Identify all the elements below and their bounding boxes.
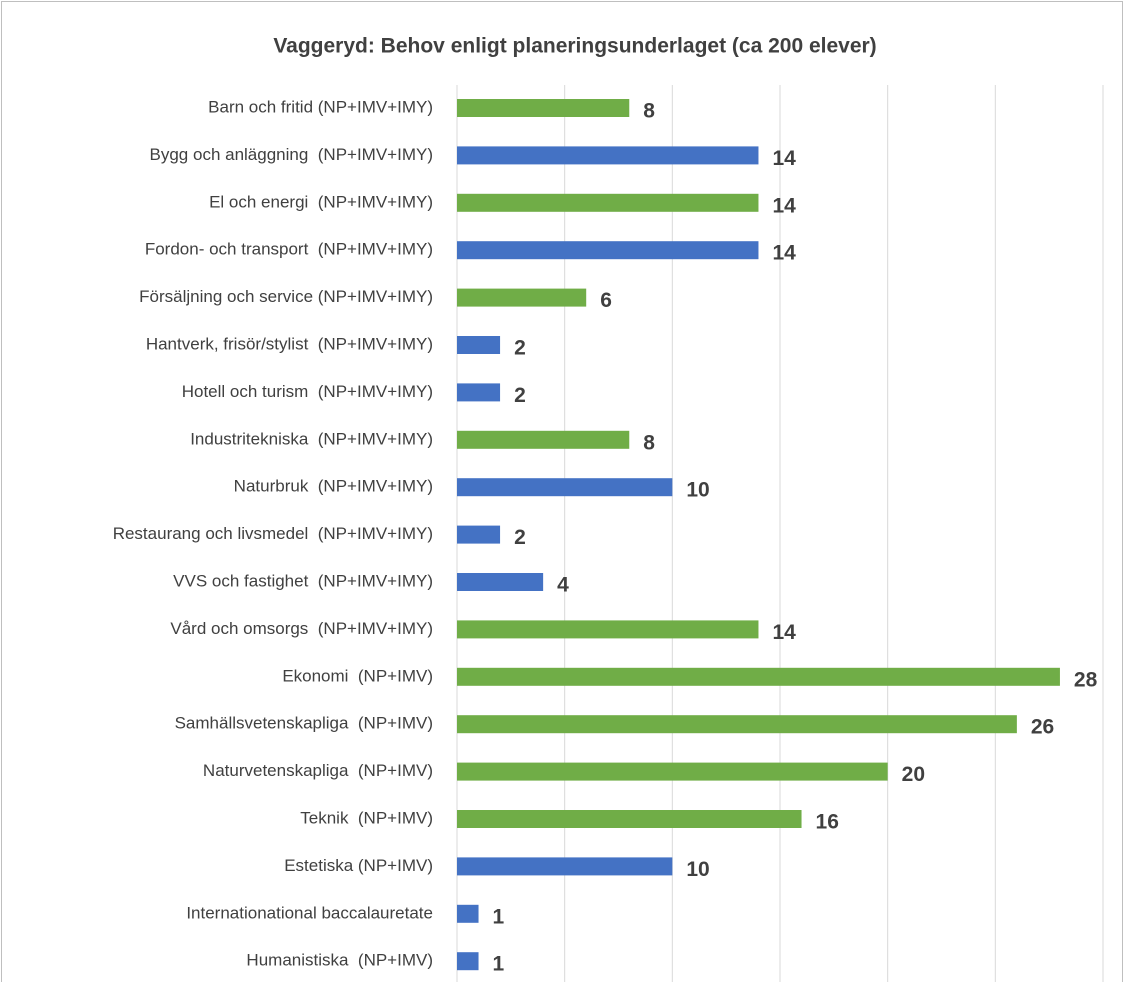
data-label: 8 xyxy=(643,431,655,454)
data-label: 10 xyxy=(686,479,709,502)
y-tick-label: Internationational baccalauretate xyxy=(186,903,433,922)
bar xyxy=(457,904,479,923)
bar xyxy=(457,336,501,354)
bar xyxy=(457,715,1017,734)
y-tick-label: El och energi (NP+IMV+IMY) xyxy=(209,192,433,211)
y-tick-label: Humanistiska (NP+IMV) xyxy=(246,951,433,970)
y-tick-label: Teknik (NP+IMV) xyxy=(300,808,433,827)
y-tick-label: Naturbruk (NP+IMV+IMY) xyxy=(234,477,433,496)
bar xyxy=(457,525,501,544)
data-label: 20 xyxy=(902,763,925,786)
data-label: 1 xyxy=(493,953,505,976)
bar xyxy=(457,383,501,402)
y-tick-label: Hantverk, frisör/stylist (NP+IMV+IMY) xyxy=(146,334,433,353)
bar xyxy=(457,288,587,307)
y-tick-label: Samhällsvetenskapliga (NP+IMV) xyxy=(175,714,433,733)
bar xyxy=(457,241,759,260)
bar xyxy=(457,146,759,165)
data-label: 8 xyxy=(643,100,655,123)
bar xyxy=(457,857,673,876)
y-tick-label: Fordon- och transport (NP+IMV+IMY) xyxy=(145,240,433,259)
bar xyxy=(457,952,479,971)
y-tick-label: Försäljning och service (NP+IMV+IMY) xyxy=(139,287,433,306)
y-tick-label: Estetiska (NP+IMV) xyxy=(284,856,433,875)
data-label: 26 xyxy=(1031,716,1054,739)
data-label: 14 xyxy=(772,147,796,170)
bar xyxy=(457,573,544,591)
data-label: 16 xyxy=(816,811,839,834)
y-tick-label: Ekonomi (NP+IMV) xyxy=(282,666,433,685)
bar xyxy=(457,620,759,639)
bar xyxy=(457,667,1060,686)
data-label: 14 xyxy=(772,242,796,265)
y-tick-label: Barn och fritid (NP+IMV+IMY) xyxy=(208,97,433,116)
y-tick-label: Bygg och anläggning (NP+IMV+IMY) xyxy=(150,145,433,164)
bar xyxy=(457,430,630,449)
bar xyxy=(457,478,673,497)
data-label: 1 xyxy=(493,905,505,928)
y-tick-label: Vård och omsorgs (NP+IMV+IMY) xyxy=(170,619,433,638)
chart-title: Vaggeryd: Behov enligt planeringsunderla… xyxy=(273,35,876,58)
data-label: 2 xyxy=(514,526,526,549)
data-label: 6 xyxy=(600,289,612,312)
data-label: 4 xyxy=(557,574,569,597)
data-label: 28 xyxy=(1074,668,1098,691)
y-tick-label: Industritekniska (NP+IMV+IMY) xyxy=(190,429,433,448)
y-tick-label: Naturvetenskapliga (NP+IMV) xyxy=(203,761,433,780)
data-label: 2 xyxy=(514,384,526,407)
y-tick-label: Hotell och turism (NP+IMV+IMY) xyxy=(182,382,433,401)
data-label: 10 xyxy=(686,858,709,881)
y-tick-label: Restaurang och livsmedel (NP+IMV+IMY) xyxy=(113,524,433,543)
data-label: 14 xyxy=(772,194,796,217)
y-tick-label: VVS och fastighet (NP+IMV+IMY) xyxy=(173,571,433,590)
bar xyxy=(457,810,802,828)
bar xyxy=(457,193,759,212)
bar xyxy=(457,762,888,781)
data-label: 14 xyxy=(772,621,796,644)
data-label: 2 xyxy=(514,337,526,360)
bar xyxy=(457,99,630,117)
